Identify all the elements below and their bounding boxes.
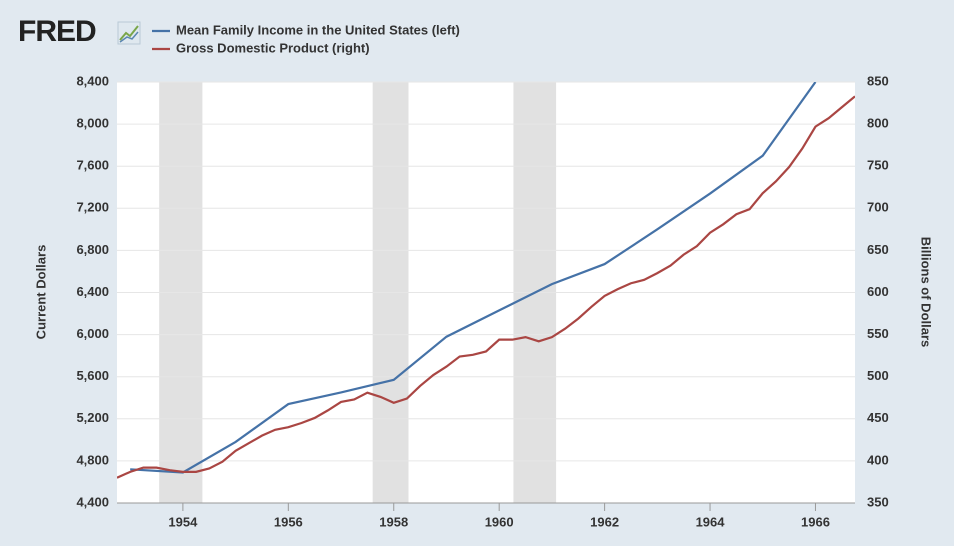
x-tick-label: 1966: [801, 514, 830, 529]
series-line: [130, 82, 817, 474]
y2-tick-label: 850: [867, 73, 889, 88]
y2-tick-label: 400: [867, 452, 889, 467]
y-tick-label: 6,400: [76, 284, 109, 299]
logo: FRED: [18, 15, 96, 48]
y2-tick-label: 600: [867, 284, 889, 299]
y-tick-label: 6,800: [76, 242, 109, 257]
y-tick-label: 4,800: [76, 452, 109, 467]
series-line: [117, 95, 855, 479]
logo-icon: [117, 21, 141, 45]
y-tick-label: 7,600: [76, 158, 109, 173]
x-tick-label: 1964: [696, 514, 726, 529]
x-tick-label: 1962: [590, 514, 619, 529]
x-tick-label: 1954: [168, 514, 198, 529]
x-tick-label: 1960: [485, 514, 514, 529]
y-tick-label: 4,400: [76, 494, 109, 509]
series-group: [117, 82, 855, 479]
y-axis-label: Current Dollars: [33, 245, 48, 340]
y-tick-label: 8,400: [76, 73, 109, 88]
x-tick-label: 1956: [274, 514, 303, 529]
y2-tick-label: 650: [867, 242, 889, 257]
y2-tick-label: 500: [867, 368, 889, 383]
y2-tick-label: 350: [867, 494, 889, 509]
y2-tick-label: 800: [867, 116, 889, 131]
x-tick-label: 1958: [379, 514, 408, 529]
y2-tick-label: 450: [867, 410, 889, 425]
legend-label: Gross Domestic Product (right): [176, 40, 370, 55]
y2-tick-label: 750: [867, 158, 889, 173]
legend-label: Mean Family Income in the United States …: [176, 22, 460, 37]
y2-tick-label: 550: [867, 326, 889, 341]
y-tick-label: 8,000: [76, 116, 109, 131]
y-tick-label: 6,000: [76, 326, 109, 341]
y2-axis-label: Billions of Dollars: [919, 237, 934, 348]
y-tick-label: 5,600: [76, 368, 109, 383]
y-tick-label: 5,200: [76, 410, 109, 425]
y2-tick-label: 700: [867, 200, 889, 215]
y-tick-label: 7,200: [76, 200, 109, 215]
